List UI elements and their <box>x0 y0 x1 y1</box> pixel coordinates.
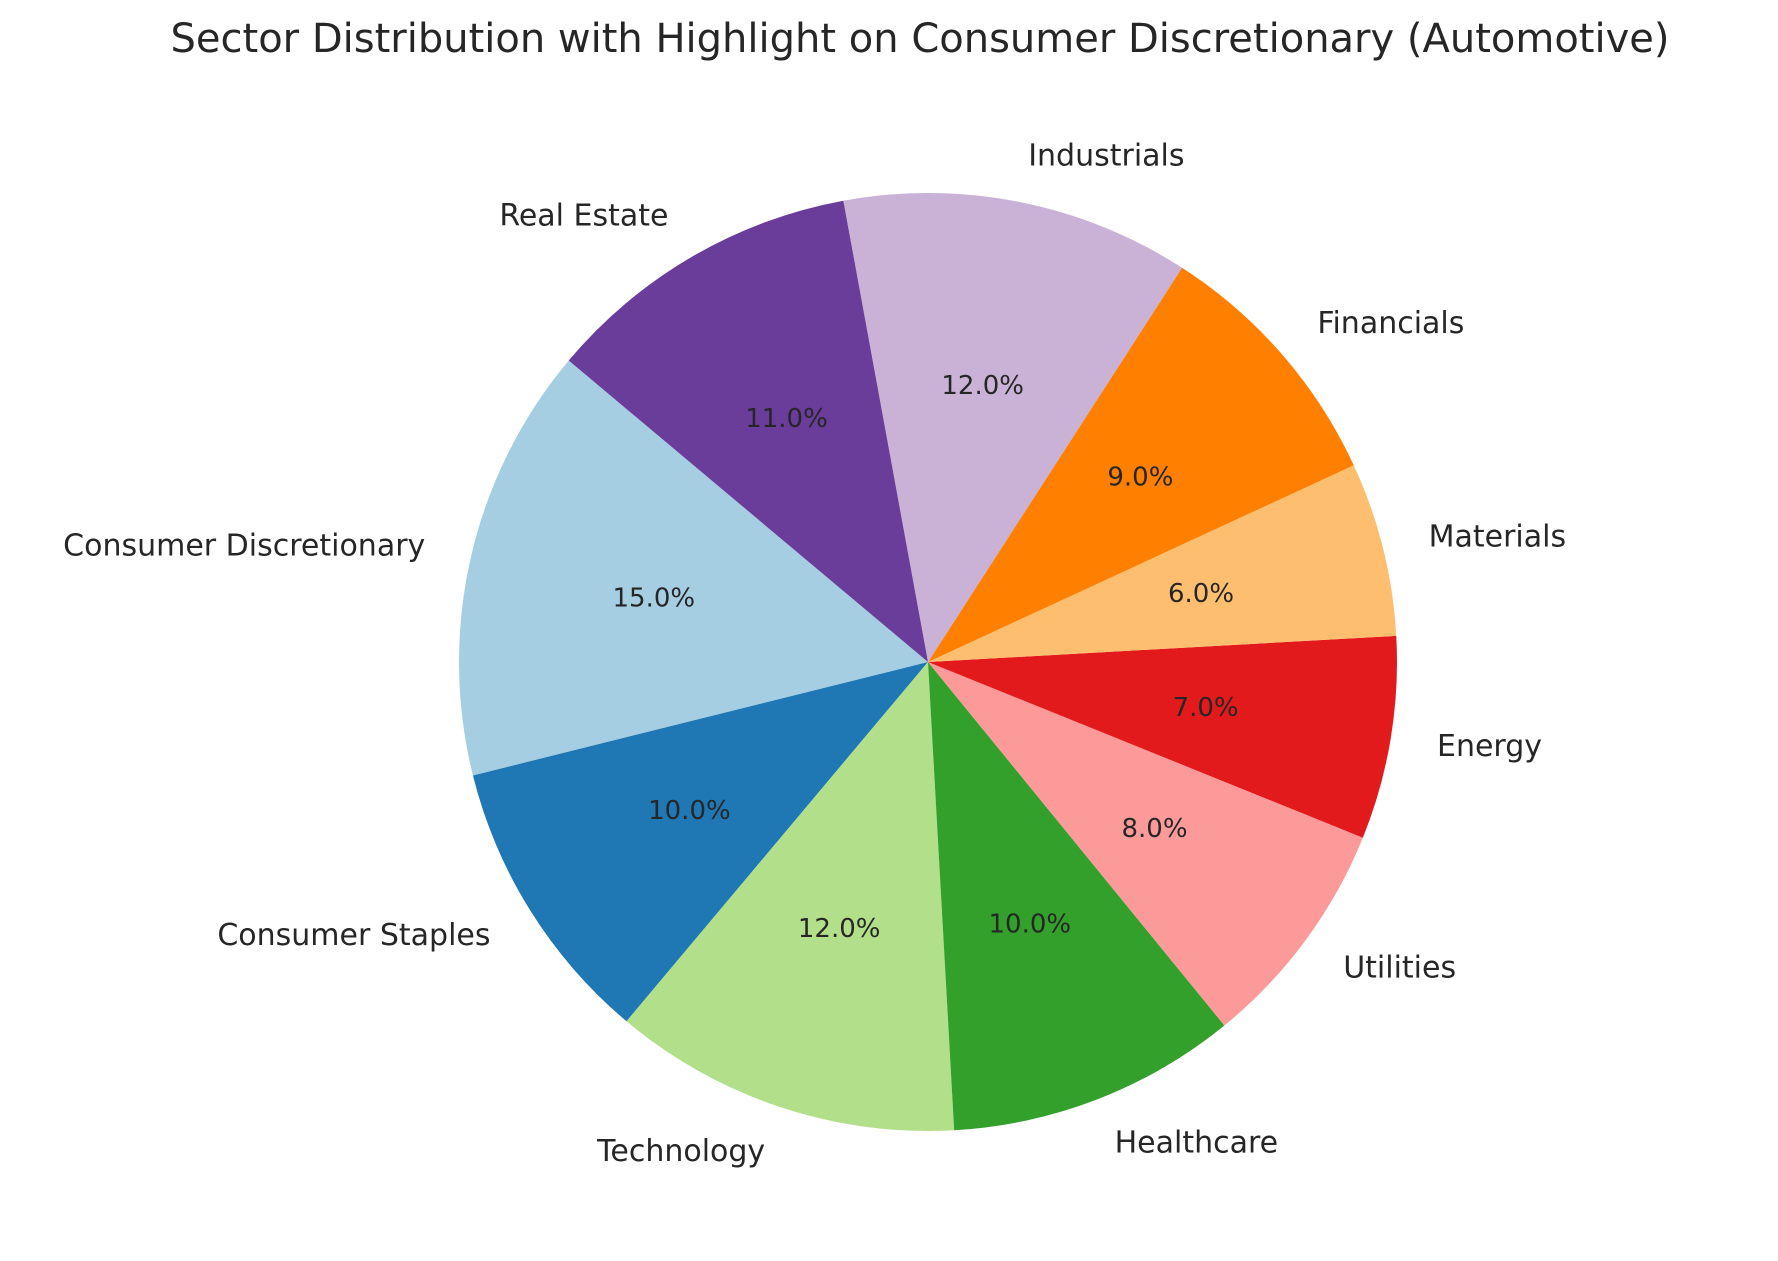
pct-label-industrials: 12.0% <box>941 371 1024 401</box>
slice-financials <box>928 267 1354 662</box>
category-label-financials: Financials <box>1317 306 1464 341</box>
category-label-utilities: Utilities <box>1343 951 1456 986</box>
pie-slices <box>458 192 1398 1132</box>
pct-label-healthcare: 10.0% <box>988 909 1071 939</box>
pct-label-technology: 12.0% <box>798 914 881 944</box>
category-label-industrials: Industrials <box>1028 138 1184 173</box>
slice-industrials <box>843 192 1183 663</box>
percentage-labels: 15.0% 10.0% 12.0% 10.0% 8.0% 7.0% 6.0% 9.0% 12.0… <box>612 371 1238 944</box>
category-label-healthcare: Healthcare <box>1115 1126 1279 1161</box>
slice-healthcare <box>928 662 1225 1131</box>
slice-energy <box>928 635 1398 838</box>
pct-label-materials: 6.0% <box>1168 579 1234 609</box>
pct-label-consumer-discretionary: 15.0% <box>612 584 695 614</box>
slice-materials <box>928 465 1397 662</box>
category-label-real-estate: Real Estate <box>499 199 668 234</box>
pct-label-consumer-staples: 10.0% <box>648 796 731 826</box>
slice-consumer-staples <box>472 662 928 1022</box>
slice-real-estate <box>568 200 928 662</box>
slice-technology <box>626 662 955 1132</box>
pct-label-financials: 9.0% <box>1107 462 1173 492</box>
category-label-materials: Materials <box>1429 520 1567 555</box>
category-label-consumer-discretionary: Consumer Discretionary <box>63 528 425 563</box>
slice-consumer-discretionary <box>458 360 928 776</box>
slice-utilities <box>928 662 1363 1026</box>
pct-label-utilities: 8.0% <box>1121 814 1187 844</box>
chart-title: Sector Distribution with Highlight on Co… <box>171 16 1670 62</box>
pct-label-energy: 7.0% <box>1173 693 1239 723</box>
category-label-energy: Energy <box>1437 729 1542 764</box>
category-label-technology: Technology <box>596 1134 765 1169</box>
category-label-consumer-staples: Consumer Staples <box>217 918 490 953</box>
category-labels: Consumer Discretionary Consumer Staples Te… <box>63 138 1566 1169</box>
pct-label-real-estate: 11.0% <box>745 404 828 434</box>
